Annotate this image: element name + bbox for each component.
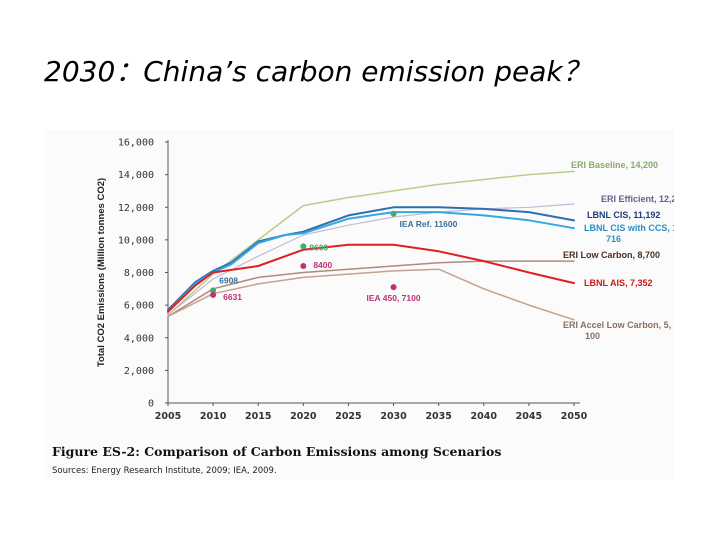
y-tick-label: 16,000 bbox=[118, 138, 154, 149]
y-tick-label: 2,000 bbox=[124, 366, 154, 377]
emissions-line-chart: 0 2,000 4,000 6,000 8,000 10,000 12,000 14,000 1… bbox=[96, 138, 674, 423]
x-tick-label: 2030 bbox=[380, 411, 407, 422]
series-line-0 bbox=[167, 170, 575, 316]
series-line-1 bbox=[167, 203, 575, 316]
y-tick-label: 4,000 bbox=[124, 333, 154, 344]
data-point-label-1: 9600 bbox=[309, 242, 328, 252]
x-tick-label: 2040 bbox=[471, 411, 498, 422]
data-point-label-0: IEA Ref. 11600 bbox=[400, 219, 458, 229]
data-point-label-4: 6631 bbox=[223, 292, 242, 302]
y-axis-label: Total CO2 Emissions (Million tonnes CO2) bbox=[96, 178, 107, 367]
y-tick-label: 8,000 bbox=[124, 268, 154, 279]
data-point-1 bbox=[300, 243, 307, 250]
y-tick-label: 6,000 bbox=[124, 301, 154, 312]
x-tick-label: 2005 bbox=[155, 411, 181, 422]
series-line-5 bbox=[167, 243, 575, 313]
x-tick-label: 2035 bbox=[425, 411, 451, 422]
data-point-label-3: 6908 bbox=[219, 275, 238, 285]
y-tick-label: 10,000 bbox=[118, 235, 154, 246]
x-tick-label: 2025 bbox=[335, 411, 361, 422]
series-label-0: ERI Baseline, 14,200 bbox=[571, 160, 658, 170]
data-point-4 bbox=[210, 291, 217, 298]
data-point-0 bbox=[390, 210, 397, 217]
series-label-4: ERI Low Carbon, 8,700 bbox=[563, 250, 660, 260]
data-point-label-2: 8400 bbox=[313, 260, 332, 270]
data-point-5 bbox=[390, 284, 397, 291]
series-label-3: LBNL CIS with CCS, 10,716 bbox=[584, 223, 674, 244]
figure-source: Sources: Energy Research Institute, 2009… bbox=[52, 466, 277, 476]
data-point-2 bbox=[300, 262, 307, 269]
series-label-5: LBNL AIS, 7,352 bbox=[584, 278, 653, 288]
series-line-2 bbox=[167, 206, 575, 311]
series-label-1: ERI Efficient, 12,200 bbox=[601, 194, 674, 204]
figure-caption: Figure ES-2: Comparison of Carbon Emissi… bbox=[52, 444, 502, 459]
figure-panel: 0 2,000 4,000 6,000 8,000 10,000 12,000 14,000 1… bbox=[44, 130, 674, 480]
series-label-2: LBNL CIS, 11,192 bbox=[587, 210, 660, 220]
slide-title: 2030：China’s carbon emission peak？ bbox=[44, 55, 591, 88]
y-tick-label: 14,000 bbox=[118, 170, 154, 181]
x-tick-label: 2010 bbox=[200, 411, 227, 422]
y-tick-label: 0 bbox=[148, 399, 154, 410]
x-tick-label: 2050 bbox=[561, 411, 588, 422]
series-line-4 bbox=[167, 260, 575, 318]
data-point-3 bbox=[210, 287, 217, 294]
y-tick-label: 12,000 bbox=[118, 203, 154, 214]
x-tick-label: 2015 bbox=[245, 411, 271, 422]
x-tick-label: 2020 bbox=[290, 411, 317, 422]
x-tick-label: 2045 bbox=[516, 411, 542, 422]
data-point-label-5: IEA 450, 7100 bbox=[367, 293, 421, 303]
series-label-6: ERI Accel Low Carbon, 5, 100 bbox=[563, 320, 671, 341]
series-line-6 bbox=[167, 268, 575, 321]
